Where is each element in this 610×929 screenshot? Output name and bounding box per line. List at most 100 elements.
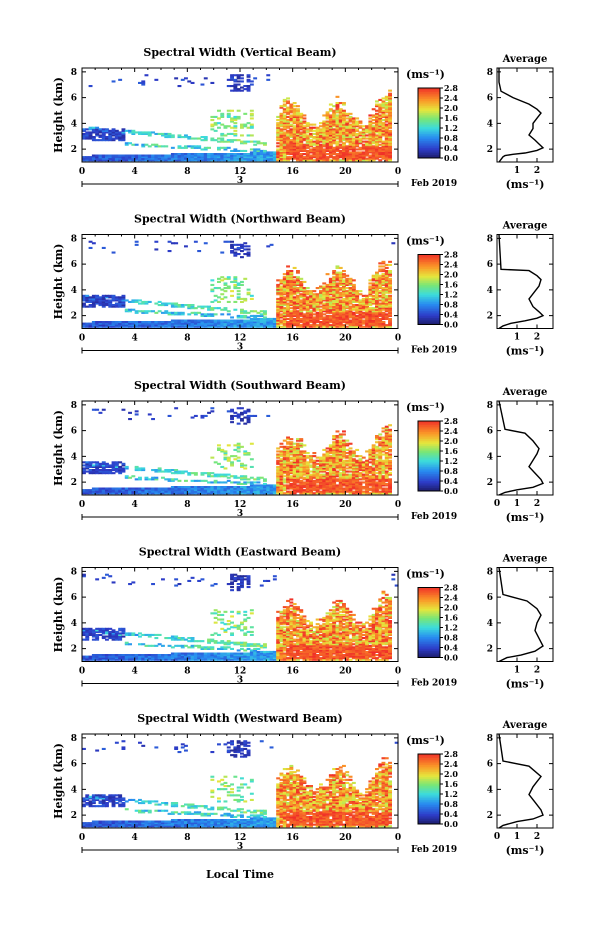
heatmap-cell [325,321,330,324]
heatmap-cell [384,123,389,126]
heatmap-cell [296,317,300,320]
y-tick-label: 8 [71,234,77,244]
heatmap-cell [338,304,343,307]
heatmap-cell [243,88,248,91]
heatmap-cell [286,453,290,456]
heatmap-cell [325,464,330,467]
heatmap-cell [197,146,202,149]
colorbar-segment [418,270,440,273]
heatmap-cell [351,490,356,493]
heatmap-cell [309,134,313,137]
heatmap-cell [217,473,221,476]
heatmap-cell [286,125,290,128]
heatmap-cell [207,321,211,324]
heatmap-cell [351,283,356,286]
heatmap-cell [134,478,139,481]
heatmap-cell [296,137,300,140]
heatmap-cell [226,479,231,482]
heatmap-cell [243,321,248,324]
heatmap-cell [335,265,340,268]
heatmap-cell [315,475,320,478]
heatmap-cell [286,459,290,462]
heatmap-cell [154,469,159,472]
heatmap-cell [282,319,287,322]
heatmap-cell [296,455,300,458]
heatmap-cell [381,305,386,308]
heatmap-cell [299,310,304,313]
heatmap-cell [332,296,337,299]
heatmap-cell [286,157,290,160]
heatmap-cell [210,128,215,131]
heatmap-cell [384,270,389,273]
heatmap-cell [233,279,238,282]
heatmap-cell [118,465,123,468]
heatmap-cell [299,472,304,475]
heatmap-cell [207,308,211,311]
heatmap-cell [256,317,261,320]
heatmap-cell [253,143,258,146]
heatmap-cell [230,159,234,162]
heatmap-cell [378,122,383,125]
heatmap-cell [272,319,277,322]
heatmap-cell [292,111,297,114]
heatmap-cell [289,441,294,444]
heatmap-cell [342,450,346,453]
heatmap-cell [154,489,159,492]
heatmap-cell [82,299,86,302]
heatmap-cell [299,159,304,162]
heatmap-cell [309,132,313,135]
heatmap-cell [243,452,248,455]
heatmap-cell [253,486,258,489]
heatmap-cell [138,478,142,481]
heatmap-cell [296,324,300,327]
heatmap-cell [335,102,340,105]
heatmap-cell [309,311,313,314]
heatmap-cell [276,465,281,468]
heatmap-cell [289,140,294,143]
heatmap-cell [226,325,231,328]
heatmap-cell [170,159,175,162]
heatmap-cell [292,473,297,476]
heatmap-cell [325,148,330,151]
heatmap-cell [292,300,297,303]
heatmap-cell [368,469,373,472]
heatmap-cell [348,151,353,154]
heatmap-cell [118,489,123,492]
heatmap-cell [361,137,366,140]
heatmap-cell [368,487,373,490]
heatmap-cell [190,156,195,159]
heatmap-cell [108,134,113,137]
heatmap-cell [358,299,363,302]
heatmap-cell [184,492,188,495]
heatmap-cell [170,153,175,156]
heatmap-cell [259,492,264,495]
heatmap-cell [378,478,383,481]
heatmap-cell [286,296,290,299]
colorbar-tick-label: 0.0 [444,320,458,330]
heatmap-cell [351,117,356,120]
heatmap-cell [236,287,241,290]
heatmap-cell [249,297,254,300]
heatmap-cell [263,143,267,146]
heatmap-cell [233,149,238,152]
heatmap-cell [286,302,290,305]
heatmap-cell [375,321,379,324]
colorbar-segment [418,154,440,157]
heatmap-cell [381,122,386,125]
heatmap-cell [351,469,356,472]
heatmap-cell [124,475,129,478]
colorbar-tick-label: 2.8 [444,250,458,260]
heatmap-cell [332,304,337,307]
heatmap-cell [177,305,182,308]
heatmap-cell [375,299,379,302]
heatmap-cell [243,410,248,413]
heatmap-cell [223,486,228,489]
heatmap-cell [210,279,215,282]
heatmap-cell [180,322,185,325]
heatmap-cell [279,119,284,122]
heatmap-cell [375,149,379,152]
heatmap-cell [302,317,307,320]
heatmap-cell [118,469,123,472]
heatmap-cell [263,478,267,481]
heatmap-cell [91,469,96,472]
